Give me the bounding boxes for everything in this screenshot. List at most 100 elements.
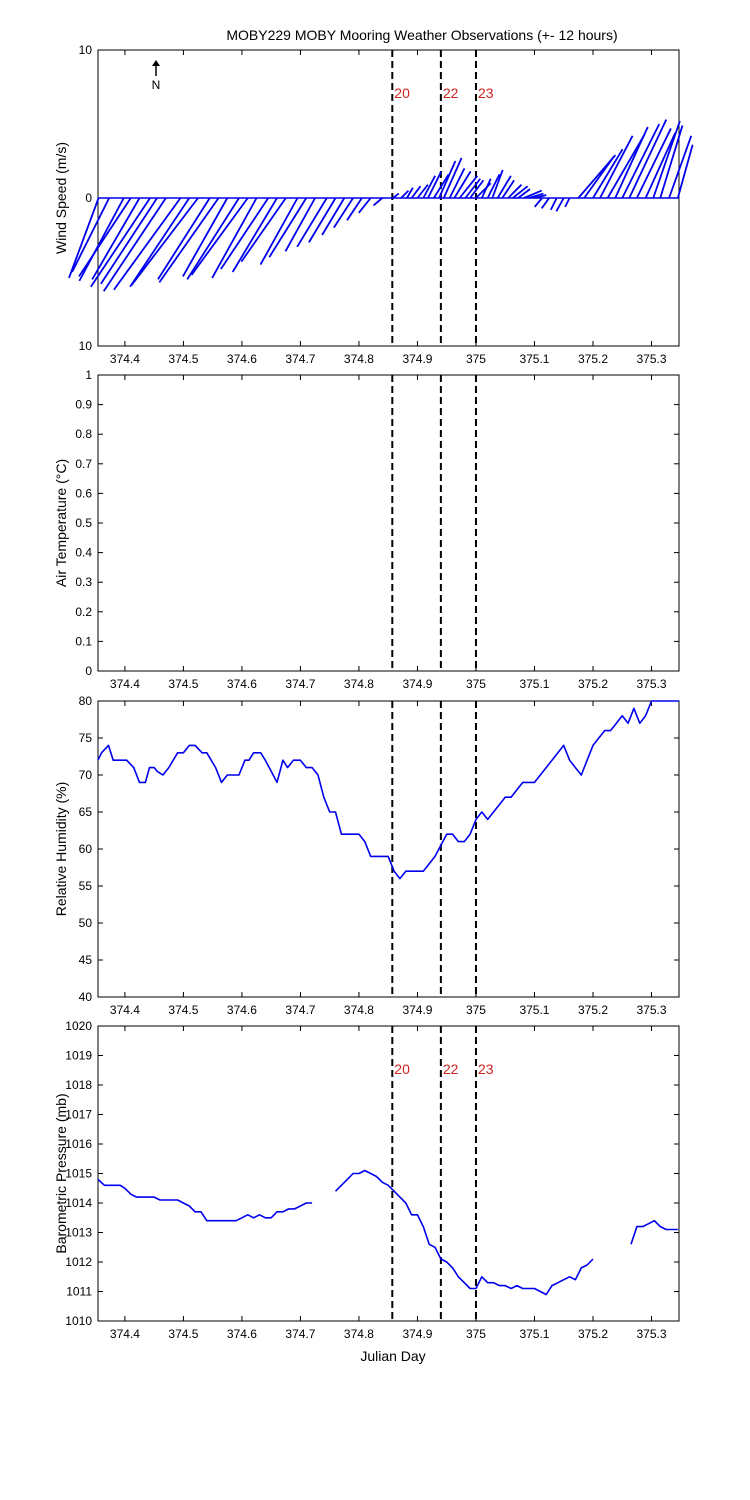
wind-vector (410, 185, 422, 199)
wind-vector (372, 197, 383, 207)
y-tick-label: 1011 (66, 1285, 92, 1299)
y-tick-label: 0 (85, 664, 92, 678)
panel-2: 374.4 374.5 374.6 374.7 374.8 374.9 375 375.1 37… (53, 368, 680, 691)
y-tick-label: 0.7 (75, 457, 92, 471)
x-tick-label: 374.7 (285, 1327, 315, 1341)
wind-vector (438, 160, 457, 199)
wind-vector (91, 197, 141, 280)
plot-frame (97, 700, 680, 998)
wind-vector (71, 197, 110, 273)
wind-vector (533, 197, 543, 208)
y-tick-label: 50 (79, 916, 93, 930)
series-line (97, 1169, 678, 1296)
series-line (97, 700, 679, 880)
wind-vector (512, 185, 529, 199)
wind-vector (220, 197, 270, 270)
y-tick-label: 1010 (65, 1314, 92, 1328)
x-axis-label: Julian Day (360, 1348, 425, 1364)
wind-vector (507, 184, 523, 199)
wind-vector (491, 169, 504, 199)
wind-vector (628, 119, 668, 199)
y-tick-label: 1017 (65, 1108, 92, 1122)
wind-vector (501, 179, 515, 199)
wind-vector (540, 197, 550, 209)
wind-vector (78, 197, 125, 282)
wind-vector (406, 187, 414, 199)
wind-vector (392, 192, 400, 199)
x-tick-label: 374.5 (168, 1327, 198, 1341)
event-label: 23 (478, 85, 494, 101)
x-tick-label: 374.5 (168, 352, 198, 366)
event-label: 20 (394, 1061, 410, 1077)
x-tick-label: 374.6 (227, 352, 257, 366)
y-tick-label: 1013 (65, 1226, 92, 1240)
wind-vector (157, 197, 211, 280)
wind-vector (549, 197, 558, 211)
wind-vector (606, 133, 646, 199)
x-tick-label: 374.4 (110, 1003, 140, 1017)
x-tick-label: 374.4 (110, 1327, 140, 1341)
event-label: 22 (443, 1061, 459, 1077)
wind-vector (583, 156, 615, 199)
x-tick-label: 374.8 (344, 677, 374, 691)
wind-vector (481, 178, 492, 199)
x-tick-label: 374.7 (285, 1003, 315, 1017)
wind-vector (78, 197, 132, 277)
wind-vector (333, 197, 354, 229)
x-tick-label: 374.6 (227, 1327, 257, 1341)
y-tick-label: 0.5 (75, 516, 92, 530)
wind-vector (668, 135, 693, 199)
wind-vector (422, 175, 436, 199)
y-tick-label: 70 (79, 768, 93, 782)
y-tick-label: 0.6 (75, 486, 92, 500)
wind-vector (621, 123, 661, 199)
x-tick-label: 374.8 (344, 1327, 374, 1341)
wind-vector (636, 128, 672, 199)
y-tick-label: 1014 (65, 1196, 92, 1210)
y-tick-label: 10 (79, 339, 93, 353)
wind-vector (659, 125, 684, 199)
y-tick-label: 1015 (65, 1167, 92, 1181)
north-label: N (152, 78, 161, 92)
y-tick-label: 40 (79, 990, 93, 1004)
x-tick-label: 375.3 (636, 1327, 666, 1341)
wind-vector (186, 197, 240, 280)
wind-vector (564, 197, 571, 208)
y-tick-label: 0 (85, 191, 92, 205)
panel-3: 374.4 374.5 374.6 374.7 374.8 374.9 375 375.1 37… (53, 694, 680, 1017)
wind-vector (400, 189, 410, 199)
x-tick-label: 375.3 (636, 677, 666, 691)
wind-vector (259, 197, 299, 266)
y-axis-label: Wind Speed (m/s) (53, 142, 69, 254)
figure-title: MOBY229 MOBY Mooring Weather Observation… (226, 27, 617, 43)
event-label: 20 (394, 85, 410, 101)
y-tick-label: 0.3 (75, 575, 92, 589)
x-tick-label: 375 (466, 352, 486, 366)
north-arrow-icon: N (152, 60, 161, 92)
x-tick-label: 374.9 (402, 1003, 432, 1017)
wind-vector (496, 175, 512, 199)
plot-frame (97, 374, 680, 672)
panel-4: 374.4 374.5 374.6 374.7 374.8 374.9 375 375.1 37… (53, 1019, 680, 1341)
y-tick-label: 0.2 (75, 605, 92, 619)
y-tick-label: 1016 (65, 1137, 92, 1151)
x-tick-label: 375.1 (519, 352, 549, 366)
y-tick-label: 60 (79, 842, 93, 856)
x-tick-label: 374.7 (285, 677, 315, 691)
x-tick-label: 374.6 (227, 677, 257, 691)
wind-vector (652, 120, 681, 199)
y-tick-label: 65 (79, 805, 93, 819)
x-tick-label: 374.6 (227, 1003, 257, 1017)
wind-vector (268, 197, 308, 258)
y-axis-label: Relative Humidity (%) (53, 782, 69, 917)
wind-vector (614, 126, 649, 199)
wind-vector (427, 170, 443, 199)
y-tick-label: 0.8 (75, 427, 92, 441)
event-label: 23 (478, 1061, 494, 1077)
wind-vector (433, 173, 450, 199)
y-tick-label: 1019 (65, 1049, 92, 1063)
wind-vector (129, 197, 191, 288)
wind-vector (190, 197, 249, 276)
wind-vector (517, 188, 531, 199)
